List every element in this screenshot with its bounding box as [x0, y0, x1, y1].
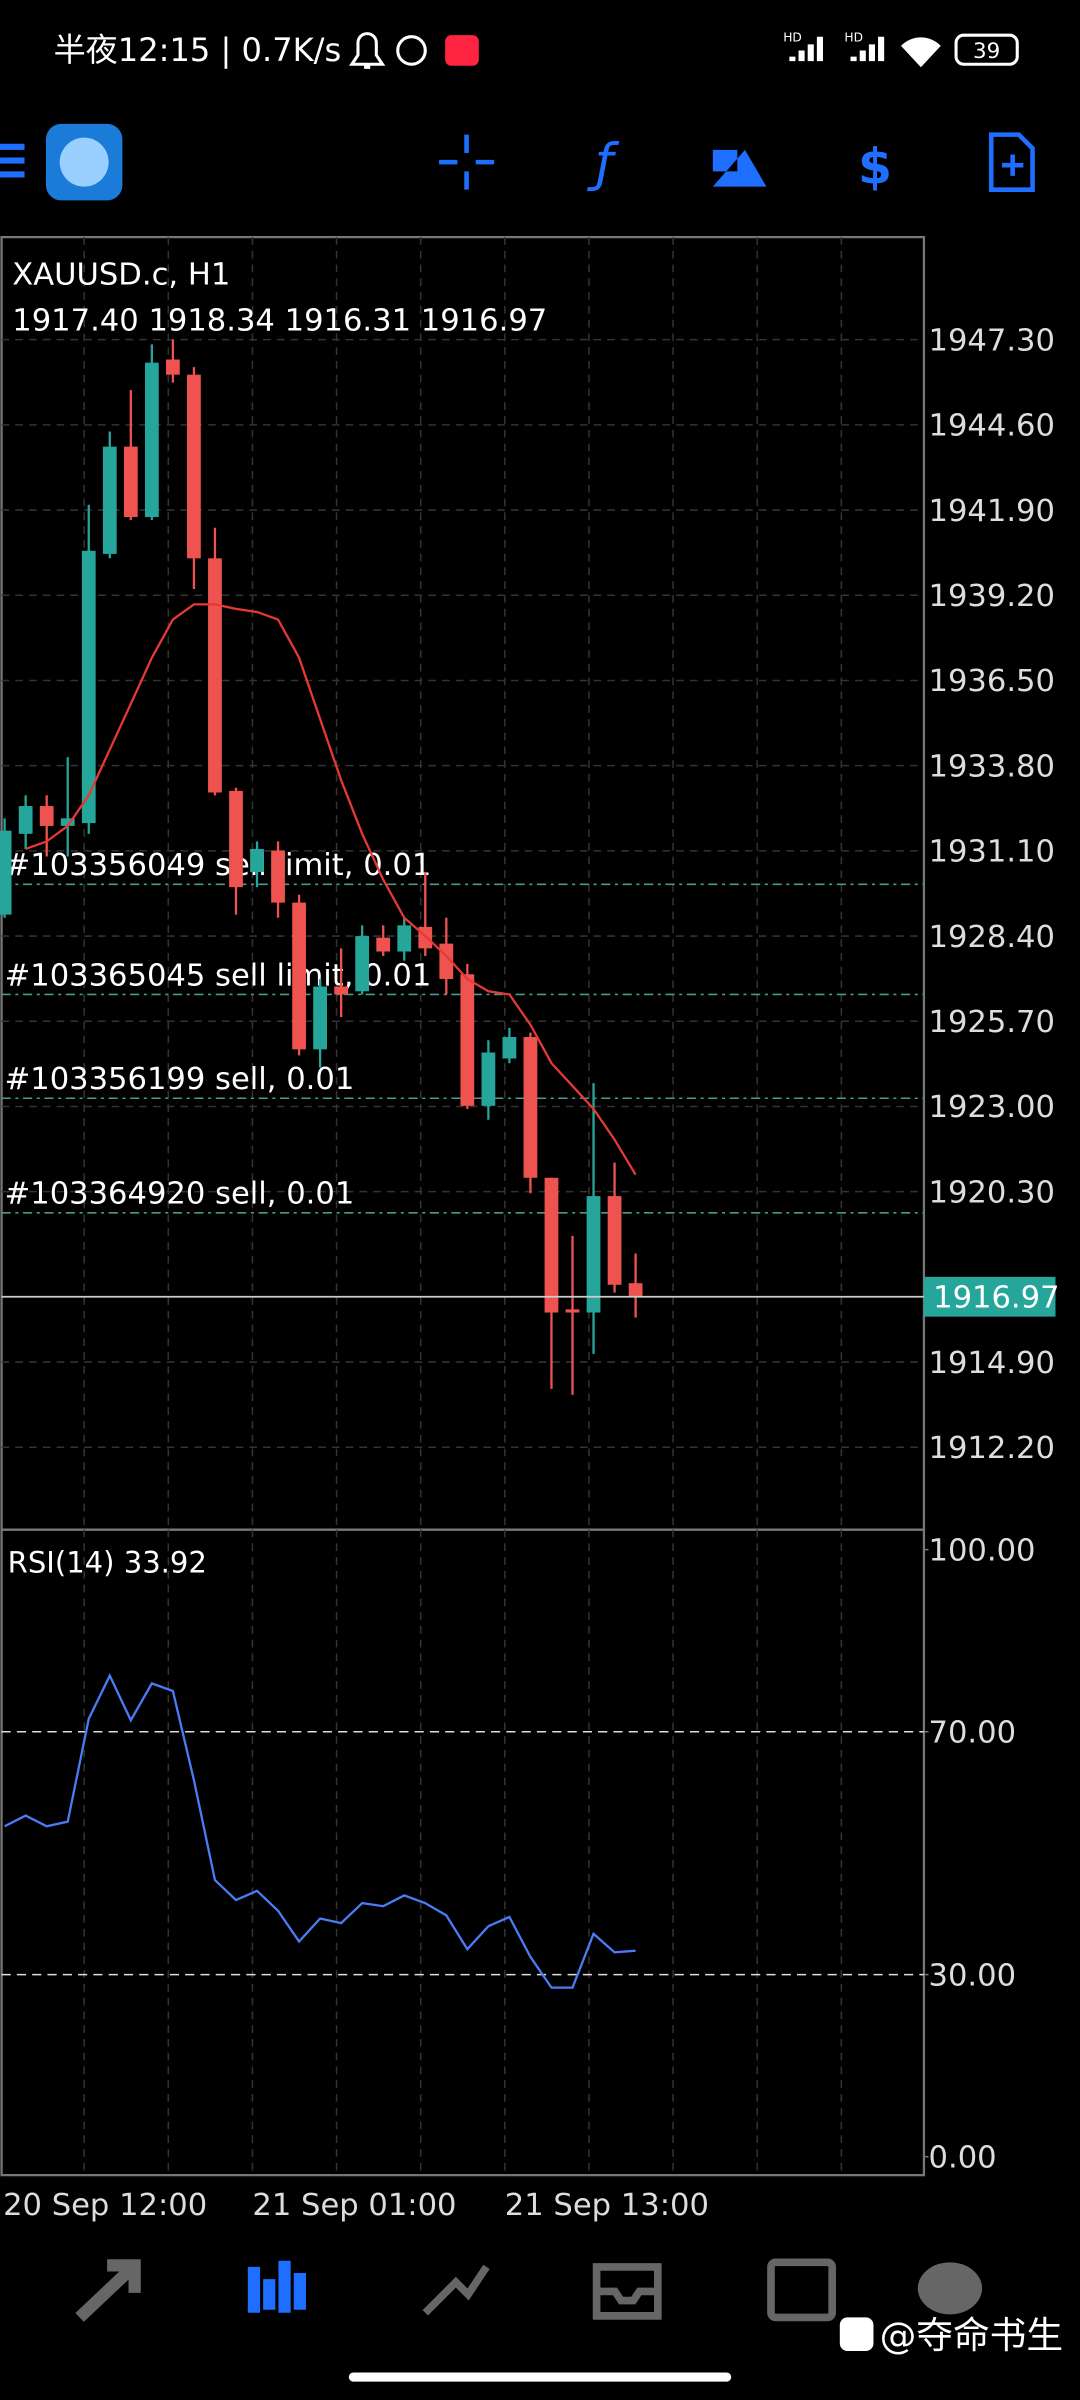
objects-icon[interactable] — [712, 149, 767, 187]
y-tick-label: 1925.70 — [929, 1005, 1055, 1040]
candle-body — [607, 1196, 622, 1285]
x-tick-label: 20 Sep 12:00 — [3, 2188, 207, 2223]
candle-body — [39, 806, 54, 826]
candle-body — [376, 937, 391, 952]
wifi-icon — [900, 37, 941, 68]
nav-quotes[interactable] — [75, 2259, 141, 2322]
nav-trade[interactable] — [422, 2264, 490, 2316]
nav-messages[interactable] — [917, 2262, 983, 2315]
candle-body — [18, 806, 33, 834]
candle-body — [144, 362, 159, 517]
candle-body — [460, 974, 475, 1106]
alarm-icon — [396, 35, 427, 66]
menu-icon[interactable] — [0, 143, 25, 178]
y-tick-label: 1912.20 — [929, 1431, 1055, 1466]
y-tick-label: 1928.40 — [929, 920, 1055, 955]
ohlc-label: 1917.40 1918.34 1916.31 1916.97 — [12, 303, 547, 338]
order-label: #103356199 sell, 0.01 — [5, 1062, 355, 1097]
x-tick-label: 21 Sep 13:00 — [505, 2188, 709, 2223]
y-tick-label: 1933.80 — [929, 749, 1055, 784]
candle-body — [250, 848, 264, 873]
trade-icon[interactable]: $ — [858, 139, 892, 196]
candle-body — [102, 446, 117, 554]
y-tick-label: 1941.90 — [929, 494, 1055, 529]
candle-body — [502, 1037, 517, 1059]
pane-frame — [0, 1528, 926, 2177]
nav-history[interactable] — [592, 2263, 662, 2320]
candle-body — [292, 902, 306, 1050]
y-tick-label: 0.00 — [929, 2140, 997, 2175]
new-order-icon[interactable] — [988, 132, 1035, 192]
y-tick-label: 1936.50 — [929, 664, 1055, 699]
last-price-box — [923, 1276, 1056, 1317]
candle-body — [628, 1283, 643, 1297]
watermark: @夺命书生 — [880, 2314, 1064, 2357]
status-time: 半夜12:15 | 0.7K/s — [54, 31, 342, 69]
candle-body — [0, 830, 12, 915]
candle-body — [166, 359, 180, 375]
crosshair-icon[interactable] — [439, 134, 495, 190]
app-icon — [445, 35, 479, 66]
battery-icon — [954, 33, 1019, 66]
y-tick-label: 1923.00 — [929, 1090, 1055, 1125]
candle-body — [123, 446, 138, 517]
y-tick-label: 1914.90 — [929, 1346, 1055, 1381]
nav-news[interactable] — [767, 2258, 836, 2322]
signal-icon — [789, 36, 885, 62]
app-logo-mark — [59, 137, 109, 187]
y-tick-label: 30.00 — [929, 1958, 1017, 1993]
candle-body — [208, 558, 222, 793]
y-tick-label: 1944.60 — [929, 409, 1055, 444]
candle-body — [81, 550, 96, 824]
hd-label: HD — [844, 30, 863, 44]
candle-body — [187, 374, 201, 559]
candle-body — [523, 1037, 538, 1178]
candle-body — [60, 818, 75, 826]
hd-label: HD — [783, 30, 802, 44]
last-price-label: 1916.97 — [933, 1280, 1059, 1315]
symbol-title: XAUUSD.c, H1 — [12, 258, 230, 293]
candle-body — [313, 986, 327, 1050]
home-indicator — [348, 2372, 732, 2382]
indicator-title: RSI(14) 33.92 — [8, 1545, 207, 1579]
candle-body — [271, 850, 285, 903]
rsi-line — [4, 1673, 636, 1989]
y-tick-label: 100.00 — [929, 1533, 1036, 1568]
candle-body — [355, 936, 370, 992]
candle-body — [397, 925, 412, 952]
y-tick-label: 1931.10 — [929, 835, 1055, 870]
watermark-logo — [839, 2317, 874, 2352]
order-label: #103364920 sell, 0.01 — [5, 1177, 355, 1212]
chart-area: XAUUSD.c, H1 1917.40 1918.34 1916.31 1916… — [0, 235, 1060, 2223]
y-tick-label: 70.00 — [929, 1715, 1017, 1750]
y-tick-label: 1947.30 — [929, 323, 1055, 358]
battery-level: 39 — [973, 39, 1000, 64]
mute-icon — [348, 32, 386, 69]
x-tick-label: 21 Sep 01:00 — [252, 2188, 456, 2223]
candle-body — [334, 986, 349, 995]
candle-body — [229, 790, 243, 888]
y-tick-label: 1920.30 — [929, 1175, 1055, 1210]
order-label: #103356049 sell limit, 0.01 — [5, 848, 432, 883]
candle-body — [544, 1177, 559, 1313]
candle-body — [586, 1196, 601, 1313]
y-tick-label: 1939.20 — [929, 579, 1055, 614]
candle-body — [481, 1052, 496, 1106]
candle-body — [565, 1309, 580, 1313]
nav-chart[interactable] — [247, 2260, 306, 2313]
moving-average — [25, 603, 637, 1176]
